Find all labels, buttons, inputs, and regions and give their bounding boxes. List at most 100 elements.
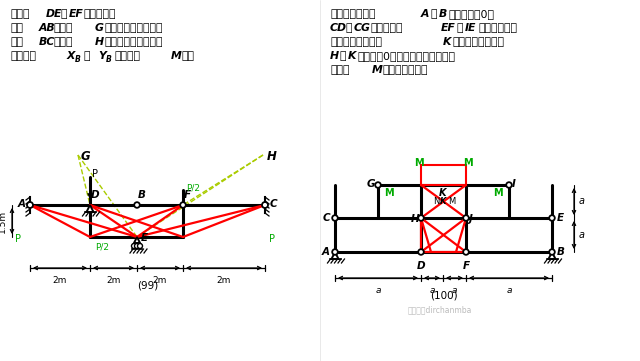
Circle shape [549,249,555,255]
Polygon shape [332,252,339,259]
Text: a: a [579,230,585,240]
Text: 为矩心，列写方程。: 为矩心，列写方程。 [104,37,163,47]
Text: 处反力都为0，: 处反力都为0， [448,9,494,19]
Text: 为二元体，: 为二元体， [370,23,403,33]
Circle shape [134,202,140,208]
Text: 2m: 2m [217,276,231,285]
Text: H: H [330,51,339,61]
Circle shape [134,244,140,248]
Text: N: N [433,196,439,205]
Text: 2m: 2m [106,276,121,285]
Text: 、: 、 [430,9,436,19]
Text: BC: BC [39,37,55,47]
Text: B: B [439,9,447,19]
Text: G: G [367,179,375,189]
Text: 处只有水平反力，: 处只有水平反力， [452,37,504,47]
Text: 也为二元体，: 也为二元体， [478,23,517,33]
Text: B: B [557,247,565,257]
Text: 变形，: 变形， [330,65,349,75]
Circle shape [332,249,338,255]
Text: B: B [75,55,81,64]
Circle shape [131,244,136,248]
Text: B: B [106,55,112,64]
Text: 2m: 2m [53,276,67,285]
Text: X: X [67,51,76,61]
Text: 、: 、 [60,9,67,19]
Polygon shape [86,205,93,212]
Text: E: E [557,213,564,223]
Text: H: H [410,214,419,224]
Text: G: G [81,149,91,162]
Circle shape [375,182,381,188]
Text: 1.5m: 1.5m [0,209,7,232]
Text: F: F [184,190,191,200]
Circle shape [262,202,268,208]
Circle shape [138,244,143,248]
Text: C: C [270,199,278,209]
Text: AB: AB [39,23,56,33]
Text: M: M [171,51,182,61]
Text: B: B [138,190,146,200]
Text: EF: EF [441,23,456,33]
Text: H: H [95,37,104,47]
Text: 考虑: 考虑 [10,37,23,47]
Text: P: P [15,234,21,244]
Text: C: C [323,213,330,223]
Text: 图。: 图。 [181,51,194,61]
Text: M: M [372,65,383,75]
Text: P: P [269,234,275,244]
Text: 为二力杆，: 为二力杆， [83,9,115,19]
Text: IE: IE [465,23,476,33]
Circle shape [549,215,555,221]
Text: (100): (100) [429,290,458,300]
Text: K: K [443,37,451,47]
Text: M: M [448,196,455,205]
Text: A: A [322,247,330,257]
Text: 处弯矩为0。只有中间矩形有弯曲: 处弯矩为0。只有中间矩形有弯曲 [357,51,455,61]
Text: CD: CD [330,23,347,33]
Text: 图可顺利作出。: 图可顺利作出。 [382,65,428,75]
Text: P/2: P/2 [95,243,109,252]
Text: M: M [414,158,424,168]
Circle shape [180,202,186,208]
Text: 、: 、 [345,23,351,33]
Text: A: A [18,199,26,209]
Text: G: G [95,23,104,33]
Polygon shape [134,237,140,243]
Text: Y: Y [98,51,106,61]
Text: CG: CG [354,23,371,33]
Text: F: F [463,261,470,271]
Text: D: D [417,261,426,271]
Text: M: M [493,188,503,198]
Circle shape [463,215,468,221]
Text: K: K [348,51,356,61]
Text: H: H [267,149,277,162]
Text: K: K [439,188,447,198]
Bar [421,165,466,185]
Text: M: M [384,188,394,198]
Circle shape [332,215,338,221]
Text: J: J [469,214,473,224]
Text: 可计算出: 可计算出 [10,51,36,61]
Text: E: E [141,233,148,243]
Circle shape [463,249,468,255]
Text: 、: 、 [456,23,463,33]
Text: I: I [512,179,516,189]
Circle shape [418,215,424,221]
Text: D: D [91,190,100,200]
Text: (99): (99) [137,280,158,290]
Text: ，即可作: ，即可作 [114,51,140,61]
Text: 特点：: 特点： [10,9,29,19]
Text: a: a [506,286,512,295]
Text: 为矩心，列写方程；: 为矩心，列写方程； [104,23,163,33]
Circle shape [27,202,33,208]
Text: P: P [92,169,98,179]
Text: 2m: 2m [153,276,167,285]
Text: 杆，以: 杆，以 [53,23,72,33]
Text: 和: 和 [83,51,90,61]
Text: 杆，以: 杆，以 [53,37,72,47]
Text: 考虑: 考虑 [10,23,23,33]
Circle shape [506,182,512,188]
Text: M: M [463,158,473,168]
Text: A: A [421,9,429,19]
